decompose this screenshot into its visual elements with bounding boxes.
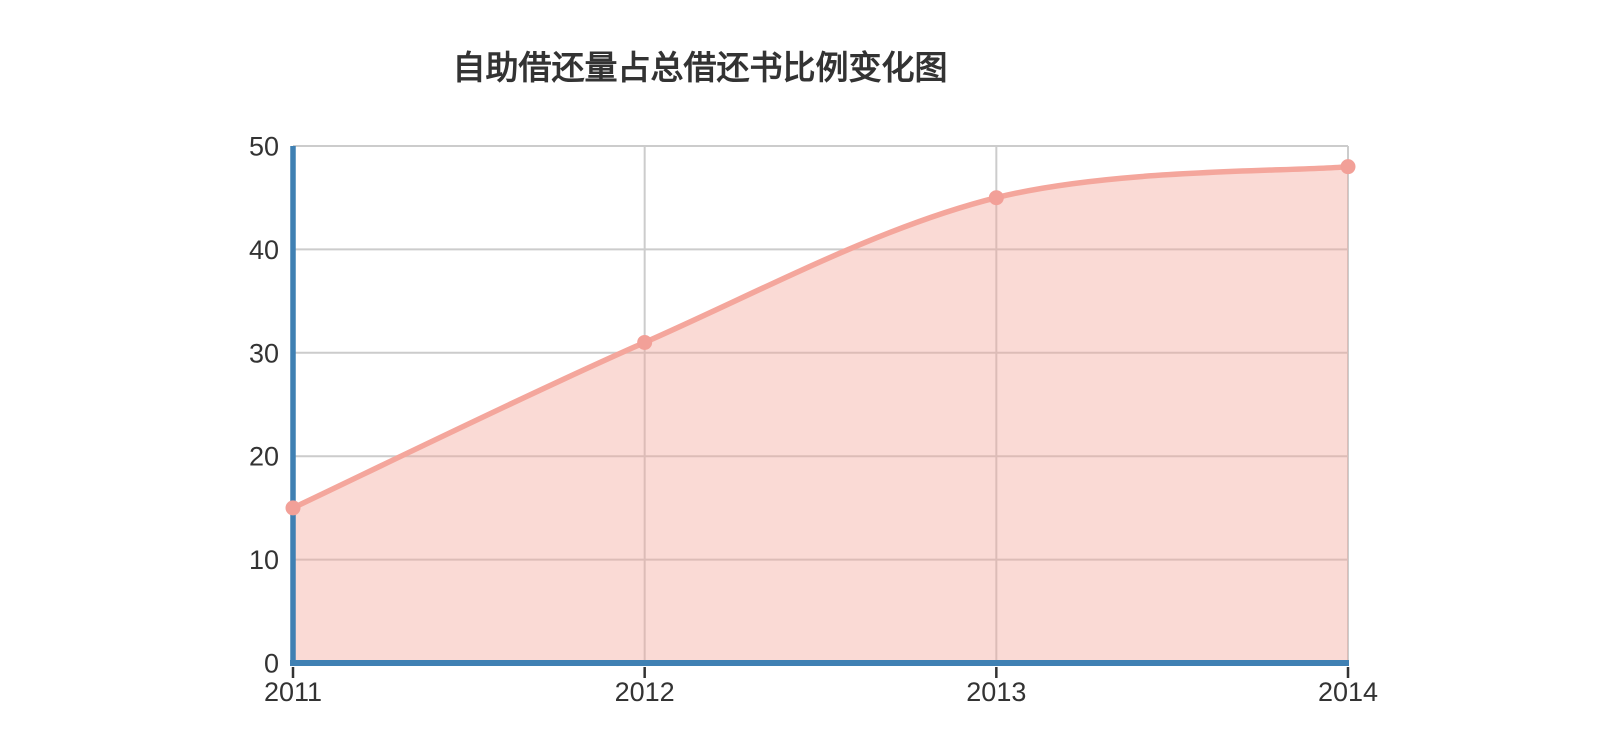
data-point-marker[interactable] xyxy=(988,190,1004,206)
chart-title: 自助借还量占总借还书比例变化图 xyxy=(452,49,948,86)
y-tick-label: 0 xyxy=(264,649,279,679)
y-tick-label: 10 xyxy=(249,545,279,575)
y-tick-label: 20 xyxy=(249,442,279,472)
x-tick-label: 2013 xyxy=(966,677,1026,707)
x-tick-label: 2014 xyxy=(1318,677,1378,707)
series-line xyxy=(290,163,1351,511)
data-point-marker[interactable] xyxy=(637,334,653,350)
x-tick-label: 2011 xyxy=(264,677,322,707)
x-tick-label: 2012 xyxy=(615,677,675,707)
data-point-marker[interactable] xyxy=(1340,159,1356,175)
y-tick-label: 40 xyxy=(249,235,279,265)
series-area xyxy=(293,166,1348,663)
y-tick-label: 30 xyxy=(249,338,279,368)
y-tick-label: 50 xyxy=(249,132,279,162)
data-point-marker[interactable] xyxy=(285,500,301,516)
